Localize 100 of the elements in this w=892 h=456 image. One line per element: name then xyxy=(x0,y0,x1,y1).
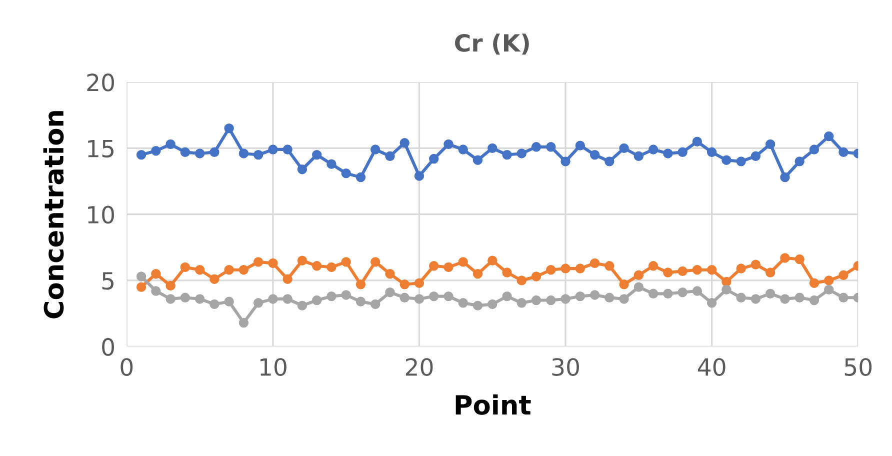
point xyxy=(282,294,292,304)
point xyxy=(210,274,220,284)
point xyxy=(194,294,205,304)
point xyxy=(722,276,732,287)
point xyxy=(750,151,761,161)
point xyxy=(136,150,146,160)
point xyxy=(356,296,366,306)
point xyxy=(516,298,527,308)
point xyxy=(194,148,205,158)
point xyxy=(268,258,278,268)
point xyxy=(488,256,498,266)
point xyxy=(634,282,644,292)
x-tick-label: 0 xyxy=(120,358,133,376)
point xyxy=(341,257,351,267)
point xyxy=(297,300,308,310)
point xyxy=(385,151,395,161)
point xyxy=(502,150,512,160)
point xyxy=(385,287,395,298)
point xyxy=(575,140,586,150)
point xyxy=(678,147,688,158)
y-tick-label: 20 xyxy=(87,74,114,92)
point xyxy=(722,155,732,165)
point xyxy=(356,280,366,290)
point xyxy=(370,144,380,154)
point xyxy=(429,261,439,271)
point xyxy=(648,261,658,271)
point xyxy=(619,280,629,290)
point xyxy=(444,291,454,302)
point xyxy=(663,288,673,299)
point xyxy=(210,299,220,310)
point xyxy=(151,146,161,156)
point xyxy=(750,294,761,304)
y-tick-label: 0 xyxy=(102,338,114,356)
point xyxy=(634,270,644,280)
point xyxy=(238,265,249,275)
point xyxy=(224,124,234,134)
y-tick-label: 5 xyxy=(102,272,114,290)
point xyxy=(414,171,424,181)
point xyxy=(648,288,658,299)
point xyxy=(780,172,790,182)
point xyxy=(253,150,264,160)
point xyxy=(414,294,424,304)
point xyxy=(780,253,790,263)
point xyxy=(341,168,351,178)
point xyxy=(663,268,673,278)
point xyxy=(444,139,454,150)
point xyxy=(502,291,512,302)
point xyxy=(619,143,629,154)
y-tick-label: 10 xyxy=(88,206,114,224)
point xyxy=(590,258,600,268)
point xyxy=(458,144,468,154)
point xyxy=(488,143,498,154)
point xyxy=(282,274,292,284)
point xyxy=(180,292,190,302)
point xyxy=(194,265,205,275)
point xyxy=(750,260,761,270)
point xyxy=(400,292,410,302)
point xyxy=(678,266,688,276)
point xyxy=(560,294,570,304)
point xyxy=(370,257,380,267)
point xyxy=(326,159,336,169)
point xyxy=(648,144,658,154)
point xyxy=(268,144,278,154)
point xyxy=(809,144,820,154)
point xyxy=(706,265,717,275)
point xyxy=(765,268,776,278)
point xyxy=(560,156,570,166)
point xyxy=(590,290,600,300)
point xyxy=(560,264,570,274)
point xyxy=(282,144,292,154)
point xyxy=(370,299,380,310)
point xyxy=(516,276,527,286)
point xyxy=(166,139,176,150)
point xyxy=(692,286,702,296)
point xyxy=(590,150,600,160)
point xyxy=(604,156,614,166)
point xyxy=(166,280,176,291)
point xyxy=(326,291,336,302)
point xyxy=(166,294,176,304)
point xyxy=(458,298,468,308)
point xyxy=(341,290,351,300)
point xyxy=(692,265,702,275)
point xyxy=(151,286,161,296)
point xyxy=(472,155,483,165)
point xyxy=(224,265,234,275)
point xyxy=(809,278,820,288)
point xyxy=(619,294,629,304)
point xyxy=(546,265,556,275)
point xyxy=(253,298,264,308)
x-tick-label: 50 xyxy=(844,358,872,376)
point xyxy=(238,318,249,328)
point xyxy=(531,272,542,282)
point xyxy=(414,278,424,288)
point xyxy=(809,295,820,306)
point xyxy=(238,148,249,158)
point xyxy=(312,261,322,271)
point xyxy=(180,262,190,272)
point xyxy=(472,268,483,279)
point xyxy=(838,292,848,302)
point xyxy=(604,261,614,271)
